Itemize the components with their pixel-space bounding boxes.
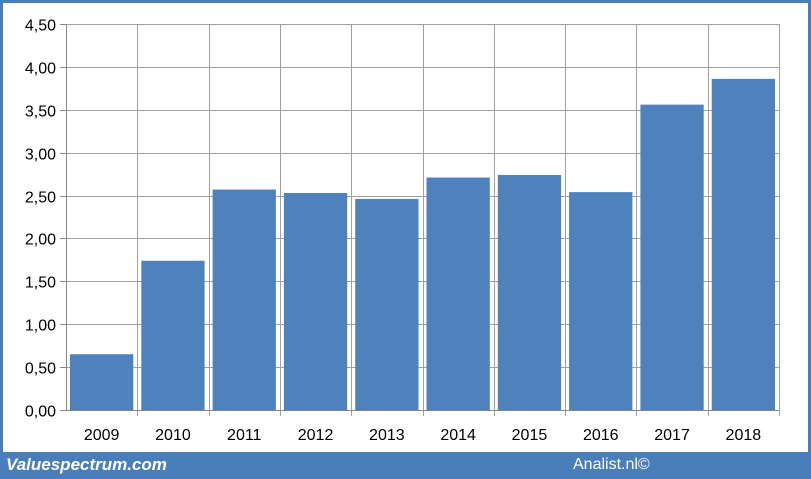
bar-2011 (212, 189, 276, 410)
y-tick-labels: 0,00 0,50 1,00 1,50 2,00 2,50 3,00 3,50 4,00 4,50 (25, 18, 56, 421)
y-tick-label: 0,50 (25, 361, 56, 378)
y-tick-label: 3,00 (25, 147, 56, 164)
bar-2010 (141, 260, 205, 410)
bar-2009 (70, 354, 134, 410)
bar-2016 (569, 192, 633, 410)
y-tick-label: 3,50 (25, 104, 56, 121)
x-tick-labels: 2009 2010 2011 2012 2013 2014 2015 2016 2017 2018 (84, 427, 761, 444)
bar-2014 (426, 177, 490, 410)
bar-2012 (283, 192, 348, 410)
brand-analist: Analist.nl© (573, 456, 650, 473)
y-tick-label: 0,00 (25, 404, 56, 421)
x-tick-label: 2017 (654, 427, 690, 444)
x-tick-label: 2013 (369, 427, 405, 444)
x-tick-label: 2012 (298, 427, 334, 444)
bar-2017 (640, 104, 704, 411)
x-tick-label: 2010 (155, 427, 191, 444)
bar-2015 (497, 174, 562, 410)
bar-2018 (711, 78, 775, 411)
bar-2013 (355, 198, 419, 410)
y-tick-label: 2,50 (25, 190, 56, 207)
bars-layer (70, 78, 775, 411)
y-tick-label: 4,00 (25, 61, 56, 78)
axis-layer (60, 24, 779, 411)
x-tick-label: 2014 (440, 427, 476, 444)
x-tick-label: 2016 (583, 427, 619, 444)
y-tick-label: 4,50 (25, 18, 56, 35)
x-tick-label: 2011 (227, 427, 262, 444)
y-tick-label: 1,50 (25, 275, 56, 292)
x-tick-label: 2018 (726, 427, 762, 444)
footer-bar (0, 452, 811, 479)
y-tick-label: 2,00 (25, 232, 56, 249)
y-tick-label: 1,00 (25, 318, 56, 335)
brand-valuespectrum: Valuespectrum.com (6, 455, 167, 474)
x-tick-label: 2009 (84, 427, 120, 444)
x-tick-label: 2015 (512, 427, 548, 444)
